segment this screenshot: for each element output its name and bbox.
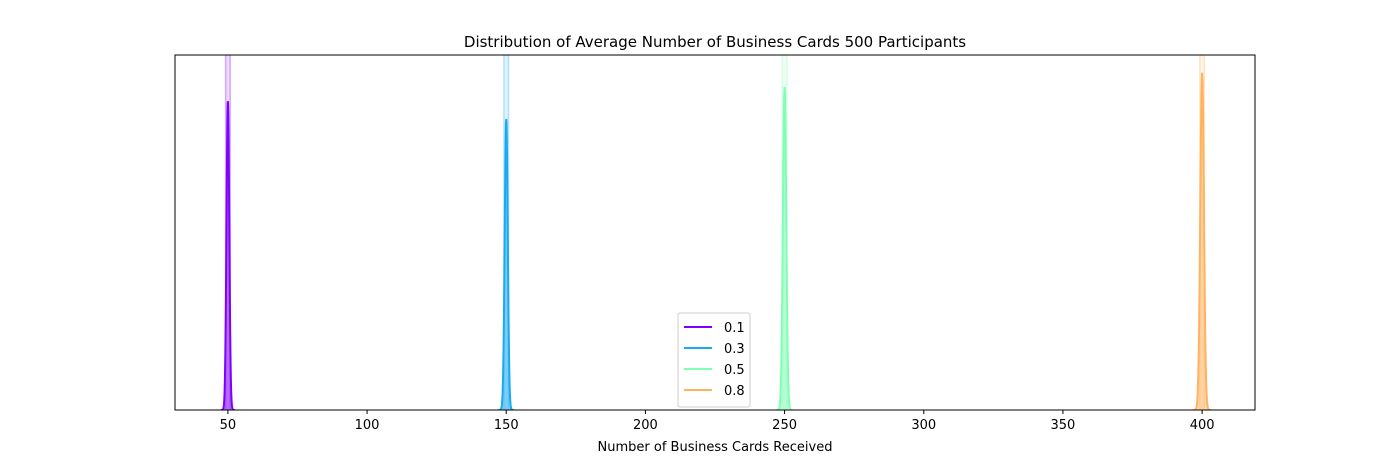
plot-area xyxy=(220,55,1212,410)
series-0.1 xyxy=(220,55,235,410)
density-line-0.8 xyxy=(1193,72,1212,410)
density-line-0.5 xyxy=(776,86,793,410)
x-tick-label-400: 400 xyxy=(1190,418,1215,433)
density-fill-0.1 xyxy=(220,101,235,410)
x-tick-label-300: 300 xyxy=(911,418,936,433)
plot-frame xyxy=(174,54,1256,411)
x-tick-label-150: 150 xyxy=(494,418,519,433)
density-fill-0.5 xyxy=(776,86,793,410)
x-axis-label: Number of Business Cards Received xyxy=(598,440,833,455)
series-0.8 xyxy=(1193,55,1212,410)
legend: 0.1 0.3 0.5 0.8 xyxy=(677,312,751,408)
x-axis: 50 100 150 200 250 300 350 400 xyxy=(220,410,1215,433)
series-0.3 xyxy=(498,55,514,410)
x-tick-label-200: 200 xyxy=(633,418,658,433)
legend-box xyxy=(677,312,751,408)
x-tick-label-250: 250 xyxy=(772,418,797,433)
x-tick-label-50: 50 xyxy=(220,418,237,433)
density-line-0.1 xyxy=(220,101,235,410)
x-tick-label-350: 350 xyxy=(1051,418,1076,433)
density-fill-0.3 xyxy=(498,118,514,410)
density-line-0.3 xyxy=(498,118,514,410)
legend-label-0.8: 0.8 xyxy=(724,384,745,399)
density-fill-0.8 xyxy=(1193,72,1212,410)
legend-label-0.5: 0.5 xyxy=(724,363,745,378)
legend-label-0.3: 0.3 xyxy=(724,342,745,357)
series-0.5 xyxy=(776,55,793,410)
legend-label-0.1: 0.1 xyxy=(724,321,745,336)
x-tick-label-100: 100 xyxy=(355,418,380,433)
chart-title: Distribution of Average Number of Busine… xyxy=(464,33,966,51)
